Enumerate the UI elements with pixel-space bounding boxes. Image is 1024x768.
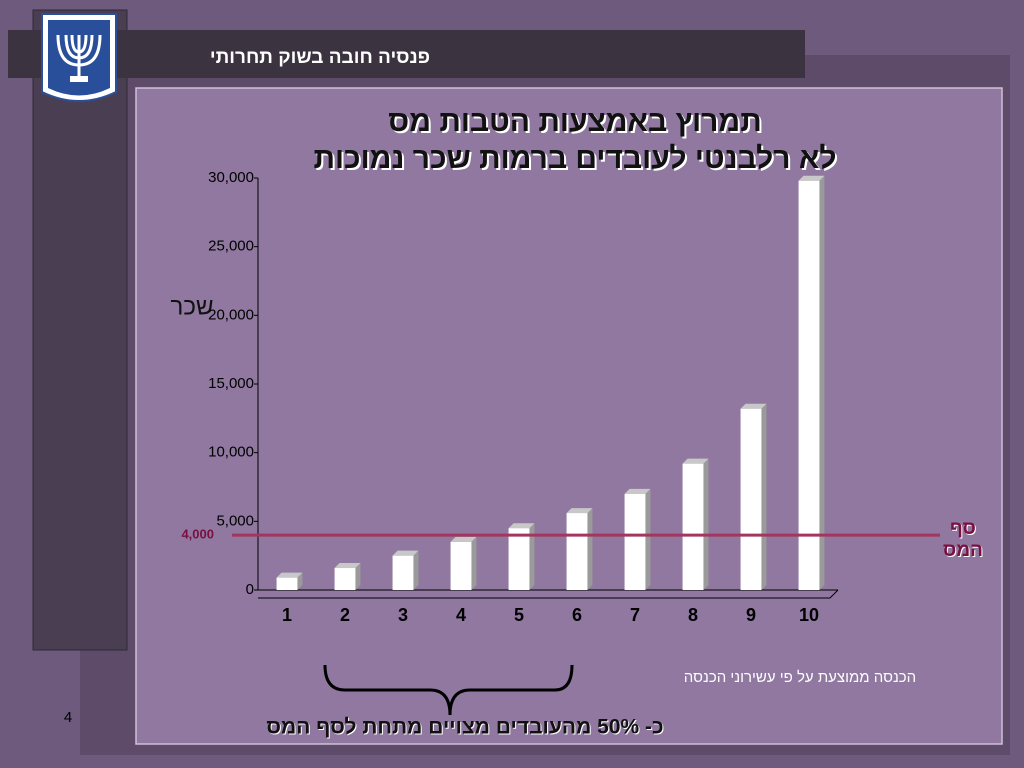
bar-top: [740, 403, 767, 409]
bar-top: [798, 175, 825, 181]
bar-side: [297, 572, 303, 590]
x-tick-label: 8: [688, 605, 698, 625]
bar-top: [624, 488, 651, 494]
brace: [323, 664, 574, 716]
emblem: [41, 13, 117, 102]
annotation: כ- 50% מהעובדים מצויים מתחת לסף המס: [266, 716, 663, 739]
bar: [624, 493, 646, 590]
y-tick-label: 5,000: [216, 512, 254, 529]
side-column: [32, 9, 128, 651]
page-number: 4: [64, 709, 72, 726]
floor-edge: [258, 589, 839, 599]
y-tick-label: 20,000: [208, 306, 254, 323]
bar-side: [413, 550, 419, 590]
bar-side: [819, 175, 825, 590]
bar: [508, 528, 530, 590]
bar-top: [392, 550, 419, 556]
content-panel: [135, 87, 1003, 745]
bar-side: [703, 458, 709, 590]
bar-top: [566, 508, 593, 514]
bar-top: [276, 572, 303, 578]
bar-side: [761, 403, 767, 590]
bar-side: [529, 523, 535, 590]
x-tick-label: 10: [799, 605, 819, 625]
bar: [798, 180, 820, 590]
bar: [276, 577, 298, 590]
bar: [334, 568, 356, 590]
x-tick-label: 6: [572, 605, 582, 625]
y-tick-label: 10,000: [208, 444, 254, 461]
y-tick-label: 15,000: [208, 375, 254, 392]
bar-top: [508, 523, 535, 529]
bar-side: [355, 563, 361, 590]
chart-title: לא רלבנטי לעובדים ברמות שכר נמוכות: [313, 142, 836, 175]
threshold-value-label: 4,000: [181, 527, 214, 542]
bar: [682, 463, 704, 590]
bar: [392, 555, 414, 590]
bar-top: [450, 536, 477, 542]
y-tick-label: 0: [246, 581, 254, 598]
bar-side: [471, 536, 477, 590]
y-tick-label: 25,000: [208, 238, 254, 255]
chart-title: תמרוץ באמצעות הטבות מס: [388, 105, 761, 138]
header-bar: [8, 30, 805, 78]
bar: [740, 408, 762, 590]
x-tick-label: 2: [340, 605, 350, 625]
bar-side: [645, 488, 651, 590]
x-tick-label: 7: [630, 605, 640, 625]
x-tick-label: 1: [282, 605, 292, 625]
bar: [566, 513, 588, 590]
x-tick-label: 3: [398, 605, 408, 625]
x-tick-label: 4: [456, 605, 466, 625]
bar-top: [682, 458, 709, 464]
y-tick-label: 30,000: [208, 169, 254, 186]
x-tick-label: 5: [514, 605, 524, 625]
y-axis-label: שכר: [171, 293, 214, 320]
threshold-name: סף: [950, 518, 976, 539]
x-axis-label: הכנסה ממוצעת על פי עשירוני הכנסה: [684, 669, 916, 686]
x-tick-label: 9: [746, 605, 756, 625]
threshold-name: המס: [943, 540, 983, 561]
bar: [450, 541, 472, 590]
slide-header: פנסיה חובה בשוק תחרותי: [210, 47, 430, 68]
bar-top: [334, 563, 361, 569]
bar-side: [587, 508, 593, 590]
